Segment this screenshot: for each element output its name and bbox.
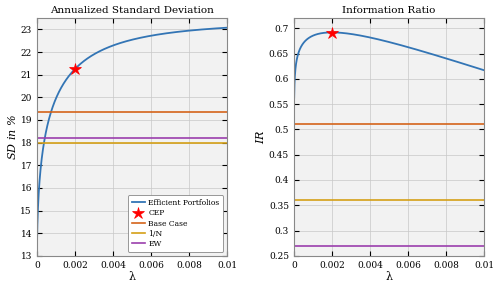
Line: Efficient Portfolios: Efficient Portfolios [37,28,227,242]
Efficient Portfolios [106,45,112,48]
Title: Information Ratio: Information Ratio [342,5,436,15]
Efficient Portfolios [148,34,154,37]
Efficient Portfolios [224,26,230,29]
Y-axis label: $SD$ in %: $SD$ in % [6,114,18,160]
Efficient Portfolios [34,240,40,244]
Efficient Portfolios [68,71,74,75]
Efficient Portfolios [176,30,182,33]
Efficient Portfolios [158,32,164,36]
X-axis label: λ: λ [128,272,136,283]
Legend: Efficient Portfolios, CEP, Base Case, 1/N, EW: Efficient Portfolios, CEP, Base Case, 1/… [128,195,224,252]
Y-axis label: $IR$: $IR$ [254,130,266,144]
Efficient Portfolios [190,29,196,32]
Title: Annualized Standard Deviation: Annualized Standard Deviation [50,5,214,15]
X-axis label: λ: λ [386,272,392,283]
